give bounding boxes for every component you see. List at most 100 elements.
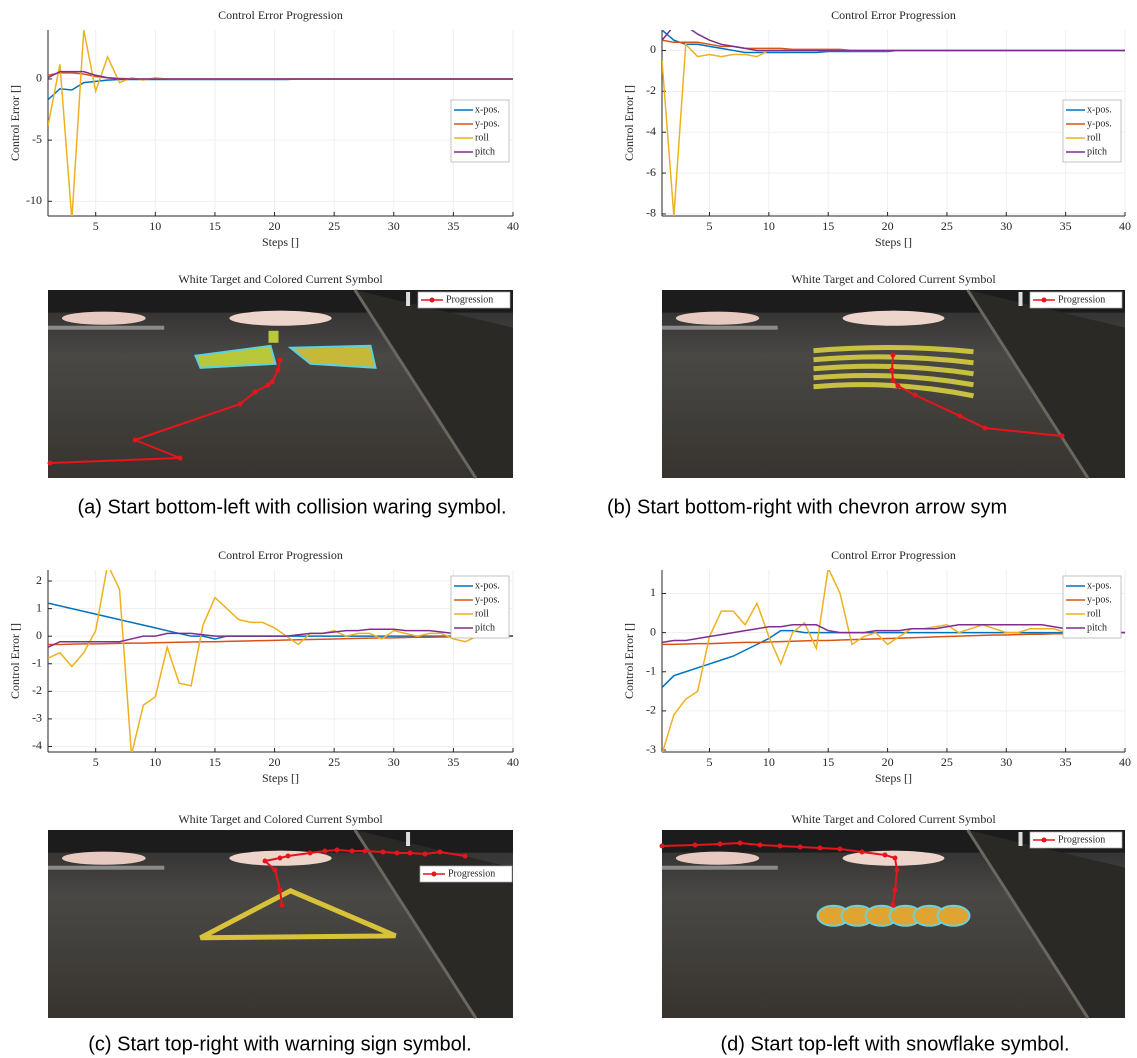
y-axis-label: Control Error [] — [8, 623, 22, 699]
progression-point — [48, 461, 53, 466]
progression-point — [278, 888, 283, 893]
y-tick-label: -4 — [646, 124, 656, 138]
progression-point — [883, 853, 888, 858]
progression-point — [758, 843, 763, 848]
lane-mark — [662, 866, 778, 870]
x-tick-label: 20 — [269, 219, 281, 233]
x-tick-label: 10 — [149, 755, 161, 769]
progression-point — [408, 851, 413, 856]
lamp — [676, 852, 759, 865]
x-axis-label: Steps [] — [262, 771, 299, 785]
x-tick-label: 5 — [93, 219, 99, 233]
x-tick-label: 30 — [388, 219, 400, 233]
progression-point — [238, 402, 243, 407]
lamp — [676, 312, 759, 325]
lane-mark — [48, 326, 164, 330]
x-tick-label: 40 — [1119, 755, 1131, 769]
legend-label: roll — [475, 608, 489, 619]
progression-point — [958, 414, 963, 419]
legend-label: pitch — [475, 146, 495, 157]
x-tick-label: 40 — [507, 219, 519, 233]
y-tick-label: -8 — [646, 206, 656, 220]
image-legend-label: Progression — [1058, 294, 1105, 305]
x-tick-label: 35 — [1060, 755, 1072, 769]
chart-title: Control Error Progression — [831, 8, 956, 22]
progression-point — [718, 842, 723, 847]
x-tick-label: 15 — [822, 219, 834, 233]
lamp — [62, 852, 146, 865]
x-tick-label: 30 — [1000, 219, 1012, 233]
image-title: White Target and Colored Current Symbol — [178, 812, 383, 826]
legend-label: roll — [1087, 132, 1101, 143]
y-tick-label: 0 — [36, 71, 42, 85]
caption: (d) Start top-left with snowflake symbol… — [720, 1033, 1069, 1055]
x-tick-label: 30 — [388, 755, 400, 769]
symbol — [938, 906, 970, 926]
progression-point — [286, 854, 291, 859]
y-tick-label: -2 — [32, 683, 42, 697]
y-tick-label: -2 — [646, 703, 656, 717]
image-legend-label: Progression — [1058, 834, 1105, 845]
x-tick-label: 10 — [763, 219, 775, 233]
x-tick-label: 20 — [269, 755, 281, 769]
legend-label: y-pos. — [475, 594, 500, 605]
progression-point — [891, 353, 896, 358]
image-legend-label: Progression — [448, 868, 495, 879]
progression-point — [693, 843, 698, 848]
progression-point — [270, 380, 275, 385]
plot-area — [48, 30, 513, 220]
sky — [48, 830, 513, 853]
x-tick-label: 10 — [763, 755, 775, 769]
series-line — [48, 564, 513, 754]
y-axis-label: Control Error [] — [8, 85, 22, 161]
progression-point — [890, 368, 895, 373]
caption: (a) Start bottom-left with collision war… — [77, 496, 506, 518]
plot-area — [662, 26, 1125, 216]
image-title: White Target and Colored Current Symbol — [791, 812, 996, 826]
progression-point — [738, 841, 743, 846]
progression-point — [363, 849, 368, 854]
progression-point — [278, 358, 283, 363]
legend-label: y-pos. — [1087, 118, 1112, 129]
legend-label: pitch — [1087, 146, 1107, 157]
progression-point — [860, 850, 865, 855]
progression-point — [983, 426, 988, 431]
x-tick-label: 5 — [93, 755, 99, 769]
series-line — [48, 79, 513, 100]
y-tick-label: 1 — [650, 585, 656, 599]
chart-title: Control Error Progression — [831, 548, 956, 562]
series-line — [662, 568, 1125, 754]
image-legend-marker — [1042, 298, 1047, 303]
y-tick-label: 0 — [36, 628, 42, 642]
plot-area — [48, 564, 513, 754]
progression-point — [798, 845, 803, 850]
x-tick-label: 25 — [328, 755, 340, 769]
series-line — [662, 30, 1125, 52]
y-tick-label: 2 — [36, 573, 42, 587]
progression-point — [438, 850, 443, 855]
progression-point — [266, 383, 271, 388]
y-axis-label: Control Error [] — [622, 85, 636, 161]
chart-title: Control Error Progression — [218, 8, 343, 22]
y-tick-label: 0 — [650, 42, 656, 56]
pole — [406, 292, 410, 306]
y-tick-label: 1 — [36, 600, 42, 614]
y-tick-label: -4 — [32, 738, 42, 752]
y-axis-label: Control Error [] — [622, 623, 636, 699]
image-legend-marker — [432, 872, 437, 877]
x-tick-label: 25 — [941, 755, 953, 769]
progression-point — [1060, 434, 1065, 439]
progression-point — [253, 390, 258, 395]
legend-label: roll — [1087, 608, 1101, 619]
image-title: White Target and Colored Current Symbol — [178, 272, 383, 286]
x-tick-label: 40 — [507, 755, 519, 769]
legend-label: x-pos. — [1087, 104, 1112, 115]
progression-point — [893, 888, 898, 893]
progression-point — [423, 852, 428, 857]
progression-point — [891, 378, 896, 383]
progression-point — [895, 868, 900, 873]
image-legend-label: Progression — [446, 294, 493, 305]
y-tick-label: -1 — [32, 656, 42, 670]
x-tick-label: 30 — [1000, 755, 1012, 769]
legend-label: pitch — [1087, 622, 1107, 633]
